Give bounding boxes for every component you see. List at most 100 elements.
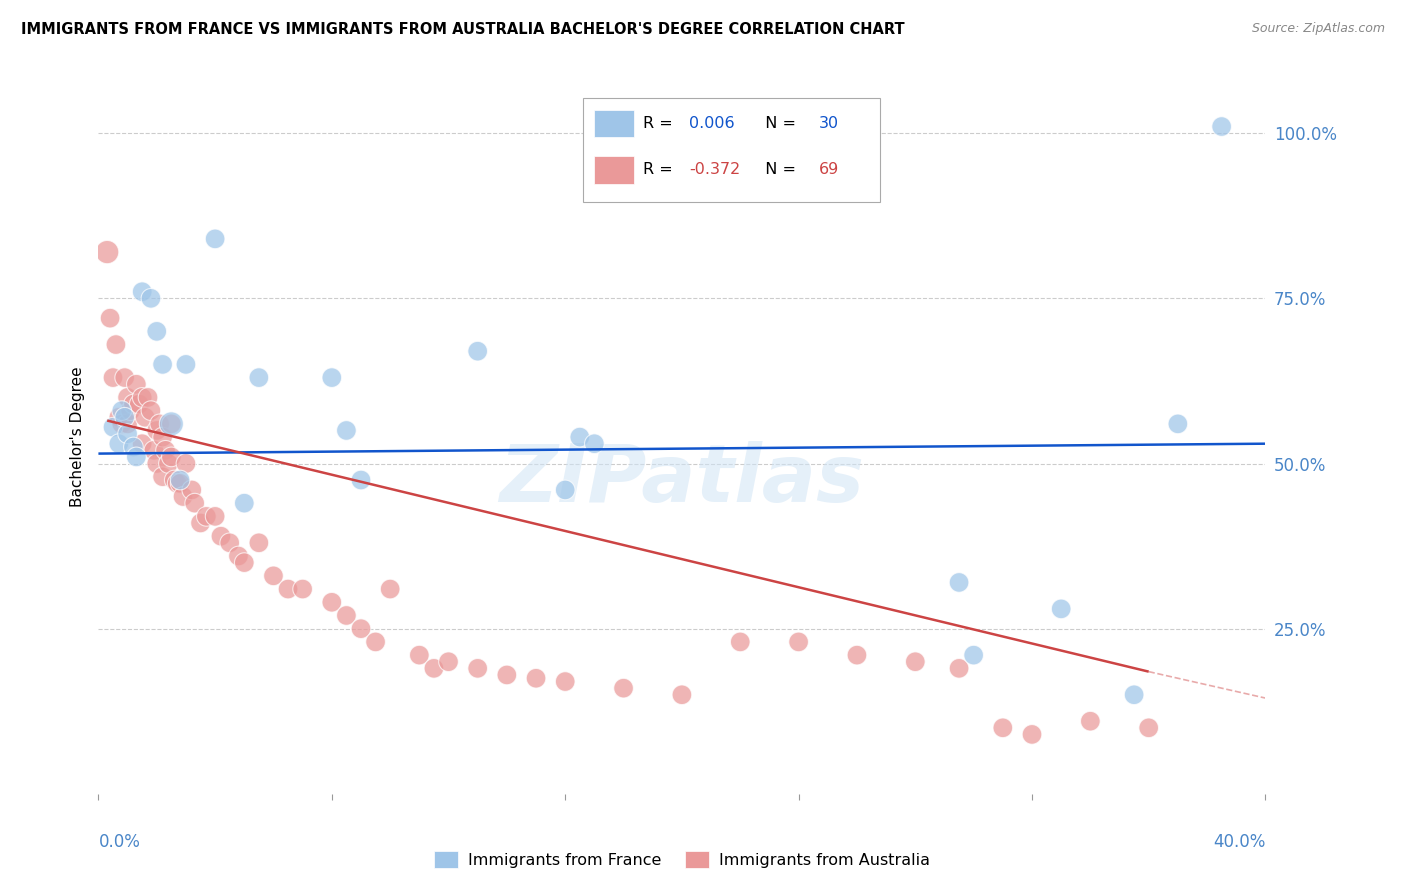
FancyBboxPatch shape bbox=[595, 110, 634, 137]
Point bbox=[233, 556, 256, 570]
FancyBboxPatch shape bbox=[595, 156, 634, 184]
Point bbox=[114, 370, 136, 384]
Text: 0.006: 0.006 bbox=[689, 116, 734, 130]
Point bbox=[146, 424, 169, 438]
Text: 69: 69 bbox=[818, 162, 839, 177]
Point bbox=[146, 324, 169, 338]
Point bbox=[335, 608, 357, 623]
Legend: Immigrants from France, Immigrants from Australia: Immigrants from France, Immigrants from … bbox=[434, 851, 929, 868]
Point bbox=[1123, 688, 1146, 702]
Point bbox=[321, 370, 343, 384]
Point bbox=[136, 391, 159, 405]
Point bbox=[437, 655, 460, 669]
Text: N =: N = bbox=[755, 116, 801, 130]
Text: N =: N = bbox=[755, 162, 801, 177]
Point bbox=[117, 391, 139, 405]
Point bbox=[204, 232, 226, 246]
Point bbox=[467, 661, 489, 675]
Point bbox=[787, 635, 810, 649]
Point bbox=[111, 403, 134, 417]
Point bbox=[174, 457, 197, 471]
Point bbox=[408, 648, 430, 662]
Point bbox=[467, 344, 489, 359]
Text: 40.0%: 40.0% bbox=[1213, 833, 1265, 851]
Point bbox=[948, 661, 970, 675]
Point bbox=[160, 450, 183, 464]
Point bbox=[139, 291, 162, 305]
Point bbox=[218, 536, 240, 550]
Point bbox=[1137, 721, 1160, 735]
Y-axis label: Bachelor's Degree: Bachelor's Degree bbox=[69, 367, 84, 508]
Text: R =: R = bbox=[644, 162, 678, 177]
Point bbox=[233, 496, 256, 510]
Point bbox=[277, 582, 299, 596]
Point bbox=[1050, 602, 1073, 616]
Point bbox=[195, 509, 218, 524]
Point bbox=[152, 469, 174, 483]
Point bbox=[1080, 714, 1102, 729]
Point bbox=[139, 403, 162, 417]
Point bbox=[120, 403, 142, 417]
Point bbox=[378, 582, 402, 596]
Point bbox=[163, 473, 186, 487]
Point bbox=[146, 457, 169, 471]
Point bbox=[228, 549, 250, 563]
Point bbox=[209, 529, 232, 543]
Point bbox=[131, 285, 153, 299]
Point bbox=[190, 516, 212, 530]
Point bbox=[568, 430, 591, 444]
Point bbox=[155, 443, 177, 458]
Point bbox=[128, 397, 150, 411]
Point bbox=[1021, 727, 1043, 741]
Point bbox=[101, 420, 124, 434]
Point bbox=[612, 681, 634, 695]
Point bbox=[169, 476, 191, 491]
Point bbox=[247, 370, 270, 384]
Point bbox=[291, 582, 314, 596]
Point bbox=[122, 440, 145, 454]
Point bbox=[104, 337, 127, 351]
Point bbox=[122, 397, 145, 411]
Point bbox=[108, 410, 131, 425]
Point bbox=[350, 622, 373, 636]
Point bbox=[125, 377, 148, 392]
Point bbox=[98, 311, 121, 326]
Point bbox=[96, 245, 118, 260]
Point bbox=[172, 490, 194, 504]
Point bbox=[160, 417, 183, 431]
Point bbox=[364, 635, 387, 649]
Point bbox=[152, 430, 174, 444]
Point bbox=[101, 370, 124, 384]
Point bbox=[152, 358, 174, 372]
Point bbox=[1211, 120, 1233, 134]
Point bbox=[423, 661, 446, 675]
Text: ZIPatlas: ZIPatlas bbox=[499, 441, 865, 519]
Point bbox=[524, 671, 547, 685]
Point bbox=[1167, 417, 1189, 431]
Text: R =: R = bbox=[644, 116, 678, 130]
Point bbox=[262, 569, 284, 583]
Text: 0.0%: 0.0% bbox=[98, 833, 141, 851]
Point bbox=[160, 417, 183, 431]
Point bbox=[554, 674, 576, 689]
Point bbox=[166, 476, 188, 491]
Point bbox=[149, 417, 172, 431]
Point bbox=[991, 721, 1014, 735]
Text: 30: 30 bbox=[818, 116, 838, 130]
Point bbox=[962, 648, 984, 662]
Point bbox=[554, 483, 576, 497]
Text: Source: ZipAtlas.com: Source: ZipAtlas.com bbox=[1251, 22, 1385, 36]
Point bbox=[495, 668, 517, 682]
Text: -0.372: -0.372 bbox=[689, 162, 740, 177]
Point bbox=[114, 410, 136, 425]
Point bbox=[247, 536, 270, 550]
Point bbox=[125, 450, 148, 464]
Text: IMMIGRANTS FROM FRANCE VS IMMIGRANTS FROM AUSTRALIA BACHELOR'S DEGREE CORRELATIO: IMMIGRANTS FROM FRANCE VS IMMIGRANTS FRO… bbox=[21, 22, 904, 37]
Point bbox=[157, 457, 180, 471]
Point bbox=[728, 635, 751, 649]
Point bbox=[335, 424, 357, 438]
Point bbox=[904, 655, 927, 669]
Point bbox=[204, 509, 226, 524]
Point bbox=[131, 391, 153, 405]
Point bbox=[948, 575, 970, 590]
